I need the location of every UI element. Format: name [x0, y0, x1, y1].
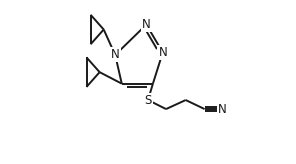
Text: N: N — [142, 18, 151, 31]
Text: N: N — [218, 102, 227, 116]
Text: N: N — [158, 46, 167, 59]
Text: S: S — [144, 93, 152, 107]
Text: N: N — [111, 48, 120, 62]
